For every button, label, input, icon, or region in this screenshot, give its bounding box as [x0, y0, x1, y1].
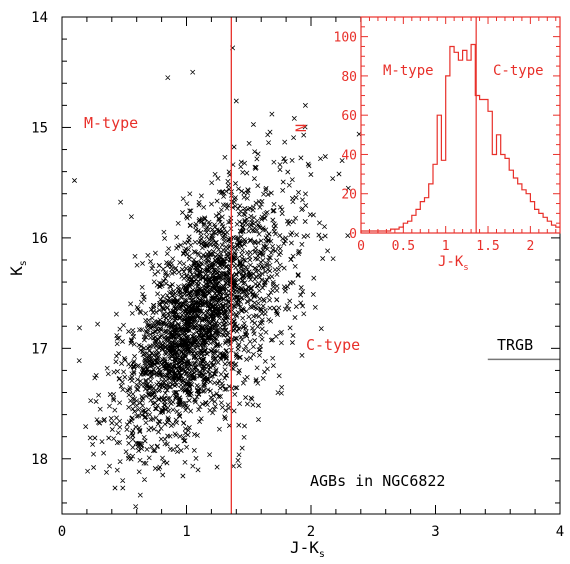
annotation-c-type: C-type [306, 336, 360, 354]
inset-x-tick-label: 0 [357, 239, 365, 254]
y-axis-label-main: K [7, 266, 26, 276]
y-tick-label: 16 [31, 231, 48, 247]
inset-y-axis-label: N [294, 124, 310, 132]
x-tick-label: 0 [58, 524, 66, 540]
inset-x-tick-labels: 0 0.5 1 1.5 2 [357, 239, 534, 254]
inset-y-tick-label: 60 [341, 109, 357, 124]
inset-x-tick-label: 2 [526, 239, 534, 254]
inset-x-tick-label: 1 [442, 239, 450, 254]
x-axis-label-sub: s [319, 549, 325, 560]
y-tick-labels: 14 15 16 17 18 [31, 10, 48, 468]
inset-frame [360, 16, 561, 234]
inset-y-tick-label: 80 [341, 70, 357, 85]
y-axis-label: Ks [7, 260, 29, 276]
inset-y-tick-label: 40 [341, 148, 357, 163]
y-tick-label: 15 [31, 120, 48, 136]
x-tick-label: 4 [556, 524, 564, 540]
y-axis-label-sub: s [18, 260, 29, 266]
main-plot: M-type C-type TRGB AGBs in NGC6822 0 1 2 3 4… [7, 10, 564, 560]
caption-agbs: AGBs in NGC6822 [310, 472, 445, 490]
inset-y-tick-label: 0 [349, 227, 357, 242]
inset-y-tick-label: 20 [341, 188, 357, 203]
y-tick-label: 14 [31, 10, 48, 26]
x-tick-label: 3 [431, 524, 439, 540]
y-axis-label-group: Ks [7, 260, 29, 276]
x-tick-label: 1 [182, 524, 190, 540]
y-tick-label: 17 [31, 341, 48, 357]
annotation-trgb: TRGB [497, 336, 533, 354]
x-tick-labels: 0 1 2 3 4 [58, 524, 564, 540]
inset-background [361, 17, 560, 233]
inset-annotation-c-type: C-type [493, 63, 544, 79]
inset-x-tick-label: 0.5 [392, 239, 415, 254]
annotation-m-type: M-type [84, 114, 138, 132]
histogram-steps [360, 43, 560, 233]
inset-x-tick-label: 1.5 [476, 239, 499, 254]
inset-x-axis-label: J-Ks [438, 254, 469, 273]
main-plot-frame [61, 16, 561, 515]
inset-x-axis-label-sub: s [463, 263, 468, 273]
x-tick-label: 2 [307, 524, 315, 540]
inset-histogram: 0 0.5 1 1.5 2 0 20 40 60 80 100 M-type C-type J-K… [294, 16, 561, 273]
scatter-points [72, 45, 362, 510]
x-axis-label-main: J-K [290, 538, 319, 557]
scatter-markers [72, 45, 362, 510]
y-tick-label: 18 [31, 452, 48, 468]
inset-y-tick-labels: 0 20 40 60 80 100 [334, 31, 357, 242]
inset-x-axis-label-main: J-K [438, 254, 464, 270]
inset-annotation-m-type: M-type [383, 63, 434, 79]
inset-y-tick-label: 100 [334, 31, 357, 46]
x-axis-label: J-Ks [290, 538, 325, 560]
